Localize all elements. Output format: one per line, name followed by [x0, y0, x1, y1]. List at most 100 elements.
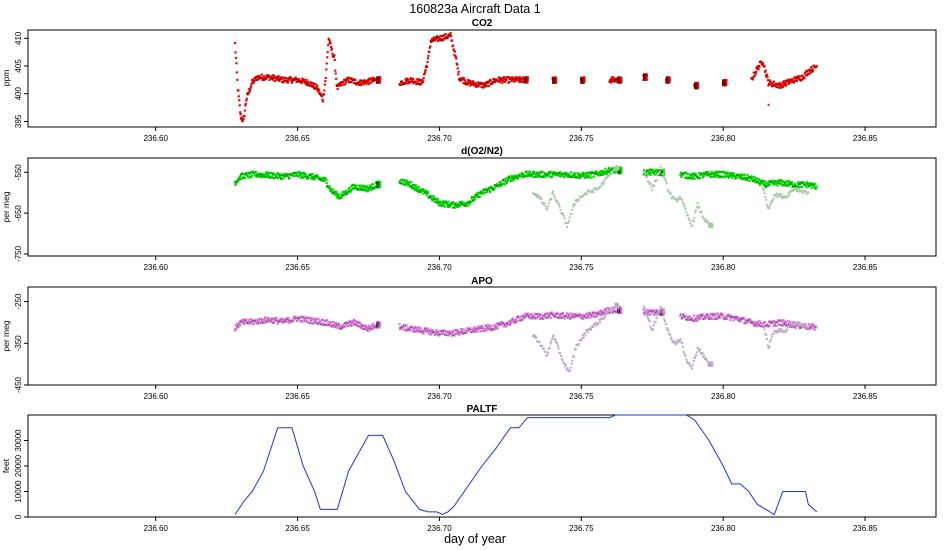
- data-point: [250, 85, 253, 88]
- data-point: [444, 33, 447, 36]
- data-point: [281, 76, 284, 79]
- data-point: [487, 188, 490, 191]
- data-point: [768, 82, 771, 85]
- data-point: [362, 185, 365, 188]
- axes: 236.60 236.65 236.70 236.75 236.80 236.85-550…: [14, 164, 878, 272]
- data-point: [455, 57, 458, 60]
- data-point: [236, 181, 239, 184]
- data-point: [614, 169, 617, 172]
- data-point: [240, 117, 243, 120]
- data-point: [709, 172, 712, 175]
- data-point: [241, 119, 244, 122]
- data-point: [374, 186, 377, 189]
- data-point: [338, 194, 341, 197]
- data-point: [555, 80, 558, 83]
- data-point: [247, 91, 250, 94]
- data-point: [518, 173, 521, 176]
- data-point: [329, 42, 332, 45]
- data-point: [532, 170, 535, 173]
- data-point: [405, 77, 408, 80]
- y-axis-label: per meg: [1, 191, 11, 222]
- data-point: [263, 78, 266, 81]
- data-point: [418, 191, 421, 194]
- data-point: [360, 187, 363, 190]
- data-point: [574, 173, 577, 176]
- data-point: [426, 194, 429, 197]
- data-point: [521, 77, 524, 80]
- data-point: [445, 200, 448, 203]
- data-point: [431, 37, 434, 40]
- data-point: [360, 188, 363, 191]
- data-point: [583, 78, 586, 81]
- data-point: [753, 74, 756, 77]
- data-point: [482, 190, 485, 193]
- data-point: [401, 182, 404, 185]
- data-point: [265, 74, 268, 77]
- data-point: [710, 176, 713, 179]
- data-point: [283, 173, 286, 176]
- data-point: [325, 182, 328, 185]
- x-tick-label: 236.70: [427, 134, 452, 143]
- data-point: [478, 83, 481, 86]
- data-point: [404, 179, 407, 182]
- data-point: [275, 78, 278, 81]
- data-point: [488, 85, 491, 88]
- data-point: [248, 88, 251, 91]
- data-point: [255, 170, 258, 173]
- data-point: [810, 65, 813, 68]
- data-point: [294, 174, 297, 177]
- data-point: [752, 76, 755, 79]
- data-point: [302, 171, 305, 174]
- data-point: [288, 77, 291, 80]
- data-point: [410, 185, 413, 188]
- data-point: [663, 173, 666, 176]
- data-point: [725, 82, 728, 85]
- data-point: [772, 179, 775, 182]
- data-point: [518, 76, 521, 79]
- data-point: [462, 78, 465, 81]
- data-point: [804, 72, 807, 75]
- data-point: [808, 72, 811, 75]
- data-point: [416, 188, 419, 191]
- data-point: [456, 67, 459, 70]
- data-point: [340, 195, 343, 198]
- data-point: [362, 80, 365, 83]
- data-point: [522, 172, 525, 175]
- data-point: [428, 50, 431, 53]
- data-point: [449, 204, 452, 207]
- data-point: [317, 91, 320, 94]
- data-point: [479, 195, 482, 198]
- data-point: [783, 82, 786, 85]
- data-point: [407, 78, 410, 81]
- data-point: [705, 172, 708, 175]
- data-point: [360, 84, 363, 87]
- data-point: [379, 185, 382, 188]
- data-point: [291, 81, 294, 84]
- data-point: [303, 171, 306, 174]
- data-point: [462, 202, 465, 205]
- data-point: [245, 102, 248, 105]
- data-point: [505, 78, 508, 81]
- data-point: [306, 84, 309, 87]
- data-point: [275, 175, 278, 178]
- data-point: [648, 170, 651, 173]
- data-point: [281, 178, 284, 181]
- data-point: [757, 177, 760, 180]
- data-point: [436, 35, 439, 38]
- data-point: [765, 181, 768, 184]
- data-point: [475, 195, 478, 198]
- data-point: [499, 181, 502, 184]
- data-point: [444, 205, 447, 208]
- x-tick-label: 236.85: [853, 263, 878, 272]
- data-point: [590, 176, 593, 179]
- data-point: [728, 176, 731, 179]
- data-point: [427, 191, 430, 194]
- data-point: [579, 176, 582, 179]
- data-point: [245, 174, 248, 177]
- data-point: [433, 36, 436, 39]
- data-point: [754, 181, 757, 184]
- data-point: [780, 178, 783, 181]
- data-point: [716, 174, 719, 177]
- data-point: [614, 171, 617, 174]
- data-point: [768, 183, 771, 186]
